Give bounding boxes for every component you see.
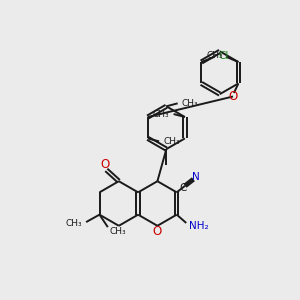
Text: CH₃: CH₃ bbox=[65, 219, 82, 228]
Text: CH₃: CH₃ bbox=[206, 51, 223, 60]
Text: CH₃: CH₃ bbox=[182, 99, 198, 108]
Text: Cl: Cl bbox=[219, 51, 229, 61]
Text: O: O bbox=[100, 158, 110, 171]
Text: N: N bbox=[192, 172, 200, 182]
Text: CH₃: CH₃ bbox=[110, 227, 127, 236]
Text: O: O bbox=[228, 90, 238, 103]
Text: CH₃: CH₃ bbox=[163, 137, 180, 146]
Text: C: C bbox=[179, 183, 186, 193]
Text: NH₂: NH₂ bbox=[189, 221, 209, 231]
Text: O: O bbox=[153, 225, 162, 238]
Text: CH₃: CH₃ bbox=[153, 110, 169, 118]
